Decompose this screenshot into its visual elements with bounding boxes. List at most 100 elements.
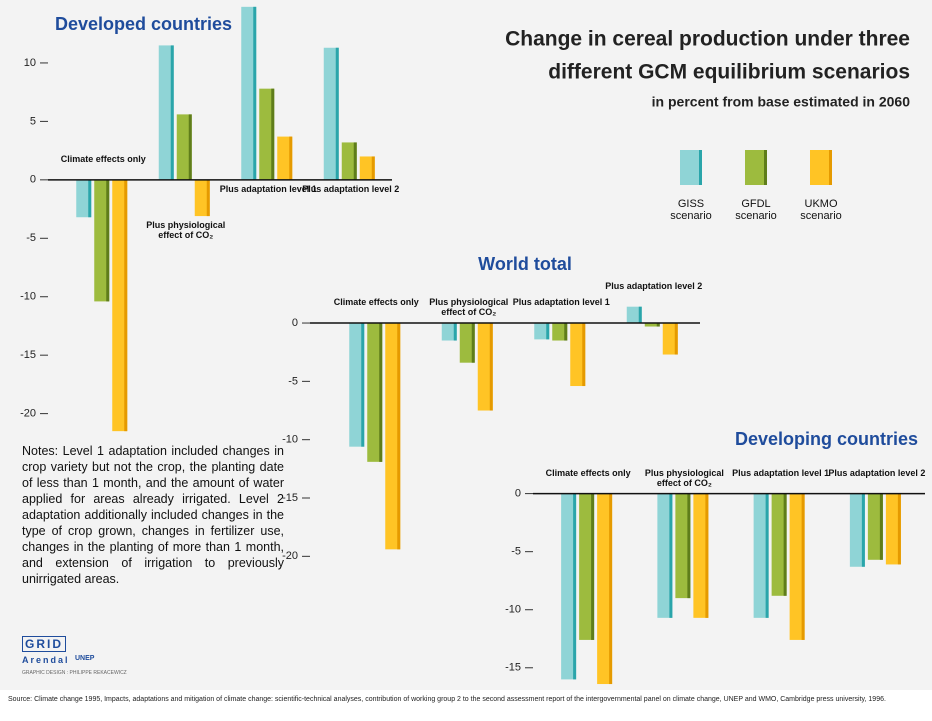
bar-edge — [188, 114, 192, 180]
category-label: Plus physiological effect of CO₂ — [429, 297, 509, 318]
bar — [662, 323, 678, 355]
bar-edge — [564, 323, 568, 341]
y-tick-label: -20 — [282, 550, 298, 562]
bar-edge — [591, 493, 595, 640]
bar-edge — [879, 493, 883, 560]
bar — [570, 323, 586, 387]
bar-edge — [170, 45, 174, 180]
bar — [158, 45, 174, 180]
bar — [385, 323, 401, 550]
legend-label: GFDL scenario — [735, 198, 777, 222]
main-title: different GCM equilibrium scenarios — [548, 61, 910, 84]
bar — [359, 156, 375, 180]
bar — [867, 493, 883, 560]
chart-title: Developing countries — [735, 429, 918, 449]
bar-edge — [124, 179, 128, 432]
y-tick-label: -5 — [288, 375, 298, 387]
bar-edge — [801, 493, 805, 640]
bar — [259, 88, 275, 180]
bar — [552, 323, 568, 341]
bar — [693, 493, 709, 618]
chart: Change in cereal production under three … — [20, 6, 925, 685]
legend-swatch-edge — [829, 150, 832, 185]
bar-edge — [106, 179, 110, 302]
bar — [626, 306, 642, 324]
bar-edge — [88, 179, 92, 218]
y-tick-label: -10 — [20, 291, 36, 303]
y-tick-label: 0 — [292, 317, 298, 329]
subtitle: in percent from base estimated in 2060 — [652, 94, 911, 110]
bar — [753, 493, 769, 618]
y-tick-label: -5 — [26, 232, 36, 244]
main-title: Change in cereal production under three — [505, 28, 910, 51]
bar — [579, 493, 595, 640]
y-tick-label: -5 — [511, 546, 521, 558]
category-label: Climate effects only — [333, 297, 419, 308]
bar — [644, 323, 660, 327]
logo-grid: GRID — [22, 636, 66, 652]
bar — [194, 179, 210, 217]
bar-edge — [206, 179, 210, 217]
y-tick-label: -20 — [20, 408, 36, 420]
bar — [367, 323, 383, 462]
bar — [657, 493, 673, 618]
bar-edge — [271, 88, 275, 180]
bar-edge — [669, 493, 673, 618]
y-tick-label: 0 — [30, 174, 36, 186]
bar — [771, 493, 787, 596]
category-label: Plus adaptation level 1 — [219, 183, 317, 194]
bar — [441, 323, 457, 341]
bar-edge — [674, 323, 678, 355]
category-label: Plus physiological effect of CO₂ — [146, 220, 226, 241]
bar-edge — [546, 323, 550, 340]
y-tick-label: -15 — [20, 349, 36, 361]
bar-edge — [289, 136, 293, 180]
category-label: Plus adaptation level 2 — [828, 467, 926, 478]
y-tick-label: -15 — [505, 662, 521, 674]
bar-edge — [253, 6, 257, 180]
bar — [675, 493, 691, 599]
category-label: Plus adaptation level 1 — [512, 297, 610, 308]
bar — [112, 179, 128, 432]
logo-unep: UNEP — [75, 655, 95, 662]
bar — [885, 493, 901, 565]
chart-title: World total — [478, 254, 572, 274]
legend-swatch-edge — [764, 150, 767, 185]
notes: Notes: Level 1 adaptation included chang… — [22, 444, 284, 586]
bar-edge — [353, 142, 357, 180]
legend-label: UKMO scenario — [800, 198, 842, 222]
bar-edge — [656, 323, 660, 327]
y-tick-label: -10 — [282, 434, 298, 446]
source: Source: Climate change 1995, Impacts, ad… — [0, 690, 932, 721]
bar — [176, 114, 192, 180]
bar-edge — [861, 493, 865, 567]
bar-edge — [335, 47, 339, 180]
bar — [277, 136, 293, 180]
bar-edge — [573, 493, 577, 680]
bar-edge — [765, 493, 769, 618]
bar-edge — [371, 156, 375, 180]
bar-edge — [582, 323, 586, 387]
y-tick-label: 10 — [24, 57, 36, 69]
bar-edge — [379, 323, 383, 462]
category-label: Plus adaptation level 2 — [605, 280, 703, 291]
bar-edge — [361, 323, 365, 447]
legend-swatch-edge — [699, 150, 702, 185]
legend-swatch — [810, 150, 832, 185]
legend-swatch — [745, 150, 767, 185]
bar — [597, 493, 613, 685]
bar — [459, 323, 475, 363]
legend-swatch — [680, 150, 702, 185]
bar — [849, 493, 865, 567]
bar — [341, 142, 357, 180]
bar-edge — [471, 323, 475, 363]
bar-edge — [783, 493, 787, 596]
category-label: Plus physiological effect of CO₂ — [644, 467, 724, 488]
bar-edge — [897, 493, 901, 565]
chart-title: Developed countries — [55, 14, 232, 34]
bar-edge — [705, 493, 709, 618]
bar — [94, 179, 110, 302]
y-tick-label: -10 — [505, 604, 521, 616]
bar-edge — [687, 493, 691, 599]
